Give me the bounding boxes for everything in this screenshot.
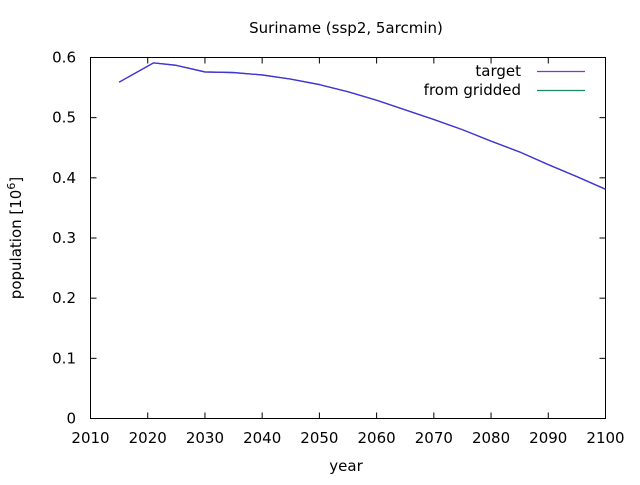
plot-frame (90, 57, 606, 419)
x-tick-label: 2030 (186, 429, 224, 447)
y-axis-ticks: 0 0.1 0.2 0.3 0.4 0.5 0.6 (52, 49, 606, 428)
x-tick-label: 2020 (129, 429, 167, 447)
x-tick-label: 2040 (243, 429, 281, 447)
series-lines (118, 62, 606, 190)
y-axis-label-close: ] (7, 177, 25, 183)
y-axis-label-exponent: 6 (5, 183, 18, 190)
y-tick-label: 0.3 (52, 229, 76, 247)
y-tick-label: 0.4 (52, 169, 76, 187)
x-tick-label: 2100 (586, 429, 624, 447)
legend-label-target: target (475, 62, 521, 80)
legend-label-from-gridded: from gridded (424, 81, 521, 99)
series-line-target (118, 62, 606, 190)
x-axis-ticks: 2010 2020 2030 2040 2050 2060 2070 2080 2090 2100 (71, 57, 625, 447)
y-axis-label: population [106] (5, 177, 25, 299)
legend: target from gridded (424, 62, 585, 99)
y-axis-label-main: population [10 (7, 190, 25, 300)
x-tick-label: 2090 (529, 429, 567, 447)
x-tick-label: 2050 (300, 429, 338, 447)
x-tick-label: 2080 (472, 429, 510, 447)
chart-title: Suriname (ssp2, 5arcmin) (249, 19, 443, 37)
x-tick-label: 2060 (358, 429, 396, 447)
x-tick-label: 2010 (71, 429, 109, 447)
y-tick-label: 0.1 (52, 349, 76, 367)
y-tick-label: 0.2 (52, 289, 76, 307)
x-axis-label: year (329, 457, 363, 475)
y-tick-label: 0.5 (52, 109, 76, 127)
series-line-from-gridded (118, 62, 606, 190)
y-tick-label: 0.6 (52, 49, 76, 67)
y-tick-label: 0 (66, 410, 76, 428)
x-tick-label: 2070 (415, 429, 453, 447)
